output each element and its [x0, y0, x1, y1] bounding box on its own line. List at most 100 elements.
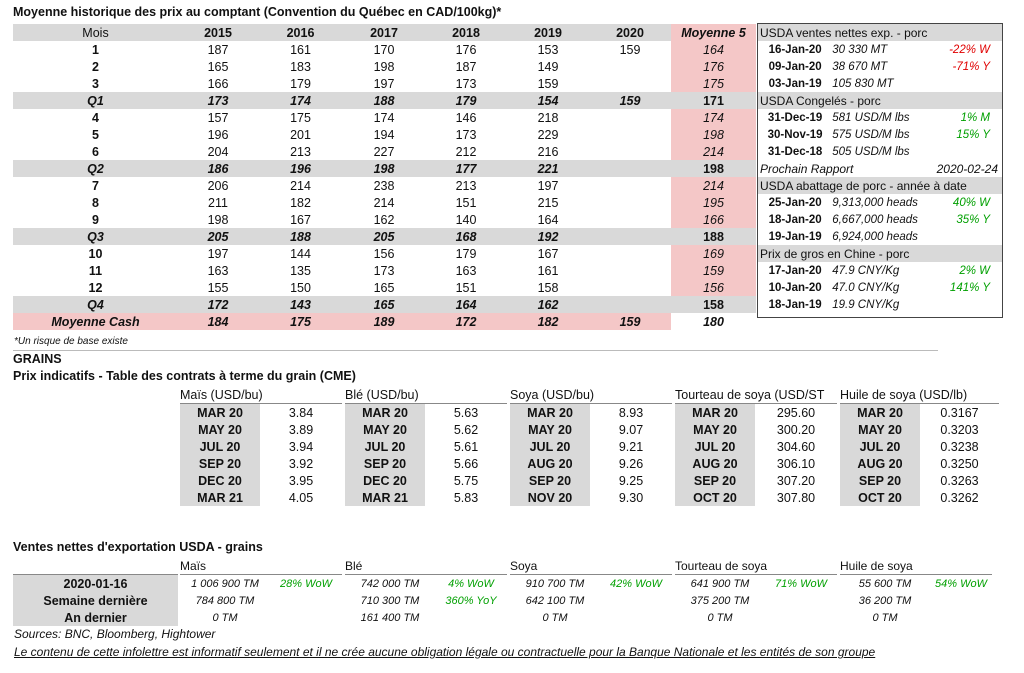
exports-group-name: Soya	[510, 557, 672, 575]
indicator-date: 10-Jan-20	[768, 281, 822, 294]
exports-volume: 0 TM	[180, 609, 270, 626]
historic-cell: 173	[178, 92, 258, 109]
historic-cell: 227	[373, 144, 395, 159]
historic-cell: 198	[671, 160, 756, 177]
historic-cell: 214	[671, 177, 756, 194]
exports-change: 71% WoW	[775, 577, 827, 590]
futures-row: SEP 20 9.25	[510, 472, 672, 489]
historic-cell: 143	[258, 296, 343, 313]
futures-group-1: Blé (USD/bu) MAR 20 5.63 MAY 20 5.62 JUL 20 5.…	[345, 386, 507, 506]
futures-row: MAR 20 8.93	[510, 403, 672, 421]
futures-row: JUL 20 3.94	[180, 438, 342, 455]
historic-cell	[589, 194, 671, 211]
sources-text: Sources: BNC, Bloomberg, Hightower	[14, 627, 216, 641]
contract-month: MAR 20	[510, 403, 590, 421]
contract-price: 0.3263	[940, 473, 979, 488]
historic-cell: 188	[671, 228, 756, 245]
indicator-date: 09-Jan-20	[768, 60, 822, 73]
historic-title: Moyenne historique des prix au comptant …	[13, 5, 502, 19]
indicator-date: 18-Jan-19	[768, 298, 822, 311]
contract-month: MAY 20	[675, 421, 755, 438]
futures-group-name: Maïs (USD/bu)	[180, 386, 342, 404]
contract-price: 3.84	[288, 405, 314, 420]
contract-month: DEC 20	[180, 472, 260, 489]
exports-row: 375 200 TM	[675, 592, 837, 609]
historic-cell: 204	[207, 144, 229, 159]
contract-price: 9.26	[618, 456, 644, 471]
futures-row: MAY 20 5.62	[345, 421, 507, 438]
historic-cell: 172	[178, 296, 258, 313]
indicator-value: 6,924,000 heads	[832, 230, 918, 243]
indicator-row: 31-Dec-18 505 USD/M lbs	[758, 143, 1002, 160]
futures-group-name: Blé (USD/bu)	[345, 386, 507, 404]
futures-row: MAR 21 4.05	[180, 489, 342, 506]
exports-period-label: Semaine dernière	[13, 592, 178, 609]
futures-row: JUL 20 9.21	[510, 438, 672, 455]
futures-row: MAY 20 300.20	[675, 421, 837, 438]
historic-cell: 166	[207, 76, 229, 91]
historic-cell: 179	[455, 246, 477, 261]
historic-cell: 206	[207, 178, 229, 193]
exports-group-header: Soya	[510, 557, 672, 575]
pork-indicators-panel: USDA ventes nettes exp. - porc 16-Jan-20 3…	[757, 23, 1003, 318]
contract-price: 3.89	[288, 422, 314, 437]
historic-cell: 167	[537, 246, 559, 261]
historic-cell: 186	[178, 160, 258, 177]
futures-row: NOV 20 9.30	[510, 489, 672, 506]
historic-cell: 188	[258, 228, 343, 245]
section-title: Prix de gros en Chine - porc	[758, 245, 1002, 262]
historic-cell: 197	[373, 76, 395, 91]
contract-month: MAR 20	[180, 403, 260, 421]
futures-row: MAY 20 9.07	[510, 421, 672, 438]
indicator-date: 19-Jan-19	[768, 230, 822, 243]
historic-cell: 221	[507, 160, 589, 177]
indicator-row: 30-Nov-19 575 USD/M lbs 15% Y	[758, 126, 1002, 143]
historic-cell: 214	[373, 195, 395, 210]
futures-row: SEP 20 3.92	[180, 455, 342, 472]
historic-cell: 9	[92, 212, 99, 227]
historic-cell: 164	[537, 212, 559, 227]
futures-group-name: Tourteau de soya (USD/ST	[675, 386, 837, 404]
historic-header-row: Mois 2015 2016 2017 2018 2019 2020 Moyenne 5	[13, 24, 756, 41]
historic-cell: 164	[671, 41, 756, 58]
historic-cell: 196	[258, 160, 343, 177]
indicator-change: -22% W	[949, 43, 990, 56]
column-header: 2015	[178, 24, 258, 41]
futures-row: SEP 20 0.3263	[840, 472, 999, 489]
historic-cell: Q4	[13, 296, 178, 313]
historic-cell: 168	[425, 228, 507, 245]
historic-cell: 182	[507, 313, 589, 330]
futures-group-name: Soya (USD/bu)	[510, 386, 672, 404]
exports-label-row: 2020-01-16	[13, 574, 178, 592]
futures-row: MAR 20 0.3167	[840, 403, 999, 421]
contract-price: 5.66	[453, 456, 479, 471]
contract-month: SEP 20	[675, 472, 755, 489]
historic-cell: 176	[455, 42, 477, 57]
historic-cell: 182	[290, 195, 311, 210]
indicator-change: 35% Y	[956, 213, 990, 226]
indicator-value: 30 330 MT	[832, 43, 888, 56]
historic-cell: 156	[373, 246, 395, 261]
exports-group-header: Blé	[345, 557, 507, 575]
indicator-row: 10-Jan-20 47.0 CNY/Kg 141% Y	[758, 279, 1002, 296]
historic-cell: 195	[671, 194, 756, 211]
contract-price: 4.05	[288, 490, 314, 505]
exports-change	[765, 592, 837, 609]
historic-cell: 159	[589, 92, 671, 109]
historic-cell: 2	[92, 59, 99, 74]
historic-cell: 187	[455, 59, 477, 74]
contract-price: 306.10	[776, 456, 816, 471]
column-header: Mois	[13, 24, 178, 41]
historic-cell: 196	[207, 127, 229, 142]
historic-cell: 140	[455, 212, 477, 227]
exports-period-label: An dernier	[13, 609, 178, 626]
futures-group-2: Soya (USD/bu) MAR 20 8.93 MAY 20 9.07 JUL 20 9…	[510, 386, 672, 506]
exports-row: 742 000 TM 4% WoW	[345, 574, 507, 592]
historic-cell: 173	[373, 263, 395, 278]
futures-group-header: Huile de soya (USD/lb)	[840, 386, 999, 404]
contract-month: MAR 20	[840, 403, 920, 421]
historic-cell: Q1	[13, 92, 178, 109]
historic-row: 4 157 175 174 146 218 174	[13, 109, 756, 126]
exports-volume: 641 900 TM	[675, 574, 765, 592]
historic-cell: 170	[373, 42, 395, 57]
